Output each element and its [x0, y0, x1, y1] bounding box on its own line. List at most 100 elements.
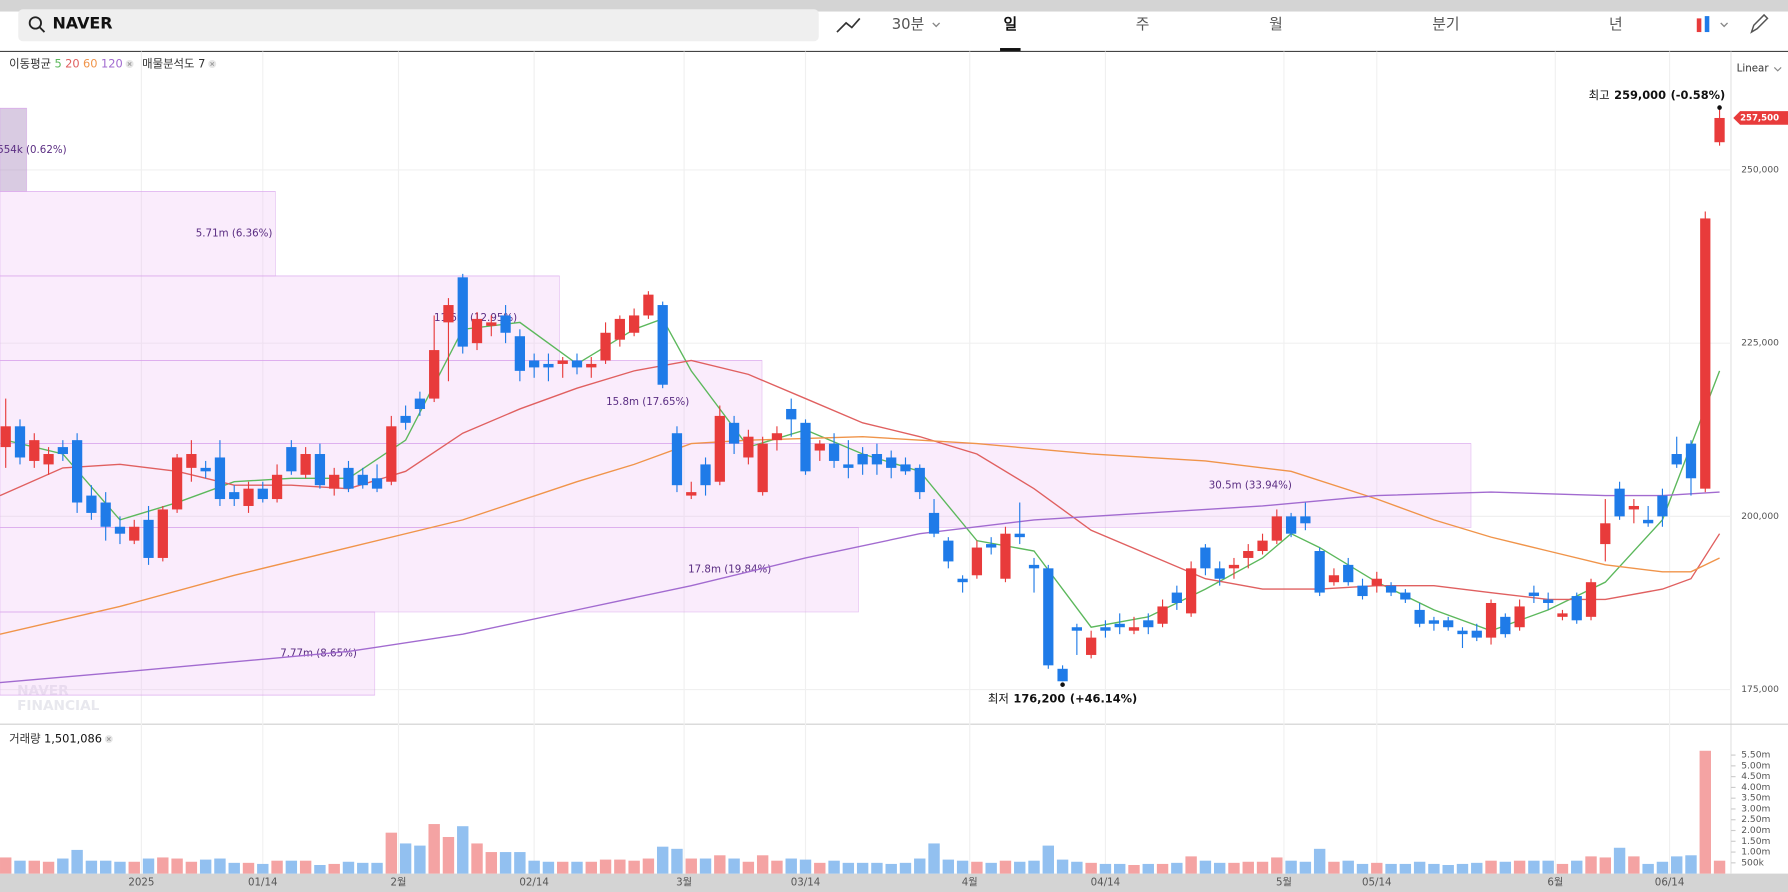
chart-type-icon[interactable]: [1696, 18, 1702, 33]
volume-bar: [1014, 861, 1026, 874]
candle-body: [1143, 620, 1154, 628]
candle-body: [429, 350, 440, 399]
x-tick-label: 06/14: [1655, 877, 1685, 889]
candle-body: [1271, 516, 1282, 541]
volume-tick-label: 2.00m: [1741, 826, 1770, 836]
extreme-change: (-0.58%): [1671, 88, 1726, 102]
volume-bar: [214, 858, 226, 874]
volume-bar: [1642, 863, 1654, 874]
candle-body: [1028, 564, 1040, 569]
profile-label: 30.5m (33.94%): [1209, 480, 1292, 492]
search-box[interactable]: [18, 9, 819, 42]
candle-body: [1428, 620, 1440, 624]
candle-body: [1528, 592, 1540, 597]
interval-select[interactable]: 30분: [892, 16, 924, 33]
chevron: [1773, 67, 1782, 72]
volume-bar: [1456, 863, 1469, 874]
volume-bar: [1385, 863, 1397, 874]
volume-legend-value: 1,501,086: [44, 732, 102, 746]
search-icon: [28, 16, 42, 30]
candle-body: [471, 318, 483, 344]
candle-body: [86, 495, 97, 513]
volume-bar: [856, 862, 869, 874]
candle-body: [143, 519, 154, 558]
y-tick-label: 250,000: [1741, 165, 1779, 175]
candle-body: [1471, 630, 1482, 638]
volume-bar: [1628, 856, 1640, 874]
period-tab[interactable]: 주: [1136, 16, 1150, 33]
candle-body: [1557, 613, 1568, 617]
period-tab[interactable]: 분기: [1432, 16, 1459, 33]
search-icon: [39, 26, 46, 33]
volume-bar: [1085, 862, 1097, 874]
candle-body: [443, 305, 454, 323]
period-tab[interactable]: 일: [1003, 16, 1017, 33]
volume-bar: [1613, 847, 1626, 874]
ma-legend-title: 이동평균: [9, 56, 51, 70]
candle-body: [386, 426, 397, 482]
candle-body: [800, 422, 811, 472]
candle-body: [1400, 592, 1411, 600]
volume-bar: [1213, 862, 1226, 874]
volume-bar: [1285, 860, 1297, 874]
volume-bar: [1356, 863, 1369, 874]
candle-body: [129, 526, 140, 541]
volume-bar: [1571, 860, 1583, 874]
volume-bar: [299, 860, 312, 874]
indicator-icon[interactable]: [836, 17, 861, 33]
volume-bar: [971, 861, 983, 874]
candle-body: [1114, 623, 1125, 628]
candle-body: [329, 474, 340, 489]
volume-bar: [1699, 750, 1711, 874]
extreme-label: 최고 259,000 (-0.58%): [1589, 88, 1726, 102]
volume-bar: [142, 858, 155, 874]
candle-body: [1128, 627, 1140, 631]
volume-tick-label: 1.00m: [1741, 848, 1770, 858]
candle-body: [900, 464, 911, 472]
draw-icon[interactable]: [1750, 13, 1769, 34]
volume-bar: [1156, 863, 1169, 874]
candle-body: [1185, 568, 1197, 614]
candle-body: [1585, 582, 1597, 617]
tab-underline: [1000, 48, 1021, 52]
candle-body: [43, 454, 54, 465]
candle-body: [214, 457, 226, 500]
search-text[interactable]: NAVER: [52, 14, 112, 33]
scale-mode[interactable]: Linear: [1737, 63, 1770, 75]
profile-label: 5.71m (6.36%): [196, 228, 273, 240]
volume-bar: [1342, 860, 1354, 874]
volume-bar: [1099, 863, 1112, 874]
candle-body: [557, 360, 568, 364]
candle-body: [1000, 533, 1011, 579]
candle-body: [1514, 606, 1525, 628]
candle-body: [614, 318, 625, 340]
volume-bar: [956, 860, 969, 874]
candle-body: [1014, 533, 1025, 538]
volume-bar: [1028, 860, 1040, 874]
y-tick-label: 225,000: [1741, 339, 1779, 349]
period-tabs: 일 주 월 분기 년: [1000, 16, 1623, 52]
candle-body: [1628, 505, 1639, 510]
volume-bar: [671, 848, 683, 874]
candle-body: [600, 332, 611, 361]
volume-bar: [828, 860, 840, 874]
volume-bar: [885, 863, 897, 874]
period-tab[interactable]: 월: [1269, 16, 1283, 33]
candle-body: [943, 540, 954, 562]
candle-body: [1600, 523, 1611, 545]
candle-body: [1371, 578, 1382, 586]
volume-bar: [1271, 857, 1283, 874]
volume-bar: [842, 862, 855, 874]
volume-bar: [914, 858, 926, 874]
candle-body: [728, 422, 740, 444]
volume-bar: [371, 862, 383, 874]
volume-bar: [328, 863, 340, 874]
chart-type-icon[interactable]: [1704, 16, 1710, 33]
y-tick-label: 175,000: [1741, 685, 1779, 695]
volume-bar: [1542, 860, 1554, 874]
chevron: [1720, 22, 1729, 28]
volume-bar: [457, 826, 469, 874]
volume-bar: [57, 858, 69, 874]
period-tab[interactable]: 년: [1609, 16, 1623, 33]
volume-tick-label: 3.50m: [1741, 794, 1770, 804]
